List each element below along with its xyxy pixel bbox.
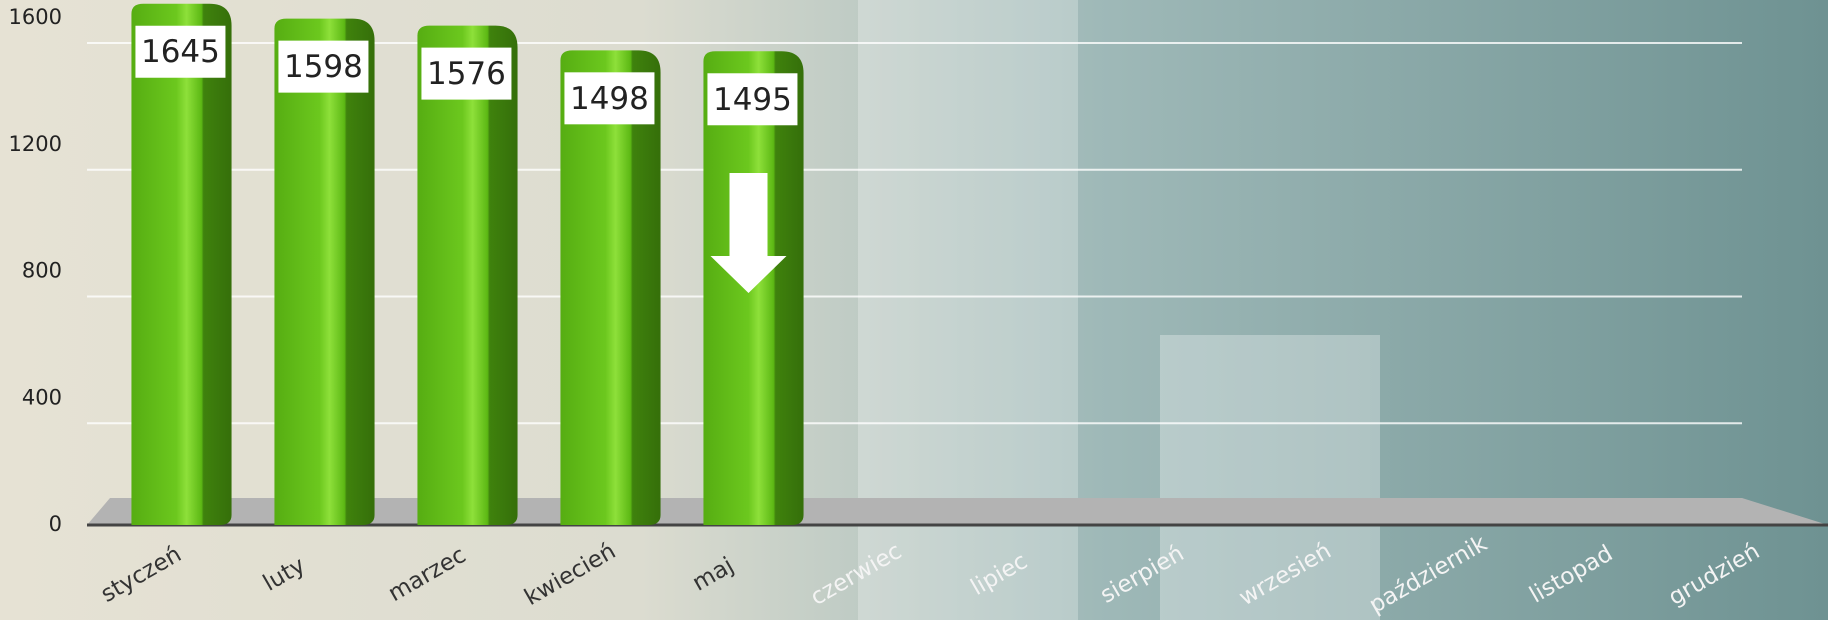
background-panel [858, 0, 1078, 620]
bar [131, 4, 231, 525]
data-label: 1576 [427, 56, 506, 92]
data-label: 1598 [284, 49, 363, 85]
bar-group: 1576 [417, 26, 517, 525]
y-tick-label: 0 [49, 512, 62, 536]
bar [274, 19, 374, 525]
chart: 16451598157614981495 040080012001600styc… [0, 0, 1828, 620]
bar-group: 1645 [131, 4, 231, 525]
bar-group: 1498 [560, 50, 660, 525]
data-label: 1645 [141, 34, 220, 70]
bar-group: 1495 [703, 51, 803, 525]
bar [417, 26, 517, 525]
data-label: 1498 [570, 81, 649, 117]
page: {"chart_data": {"type": "bar", "categori… [0, 0, 1828, 620]
y-tick-label: 1200 [9, 132, 62, 156]
bar-group: 1598 [274, 19, 374, 525]
data-label: 1495 [713, 82, 792, 118]
y-tick-label: 400 [22, 385, 62, 409]
y-tick-label: 800 [22, 259, 62, 283]
y-tick-label: 1600 [9, 5, 62, 29]
